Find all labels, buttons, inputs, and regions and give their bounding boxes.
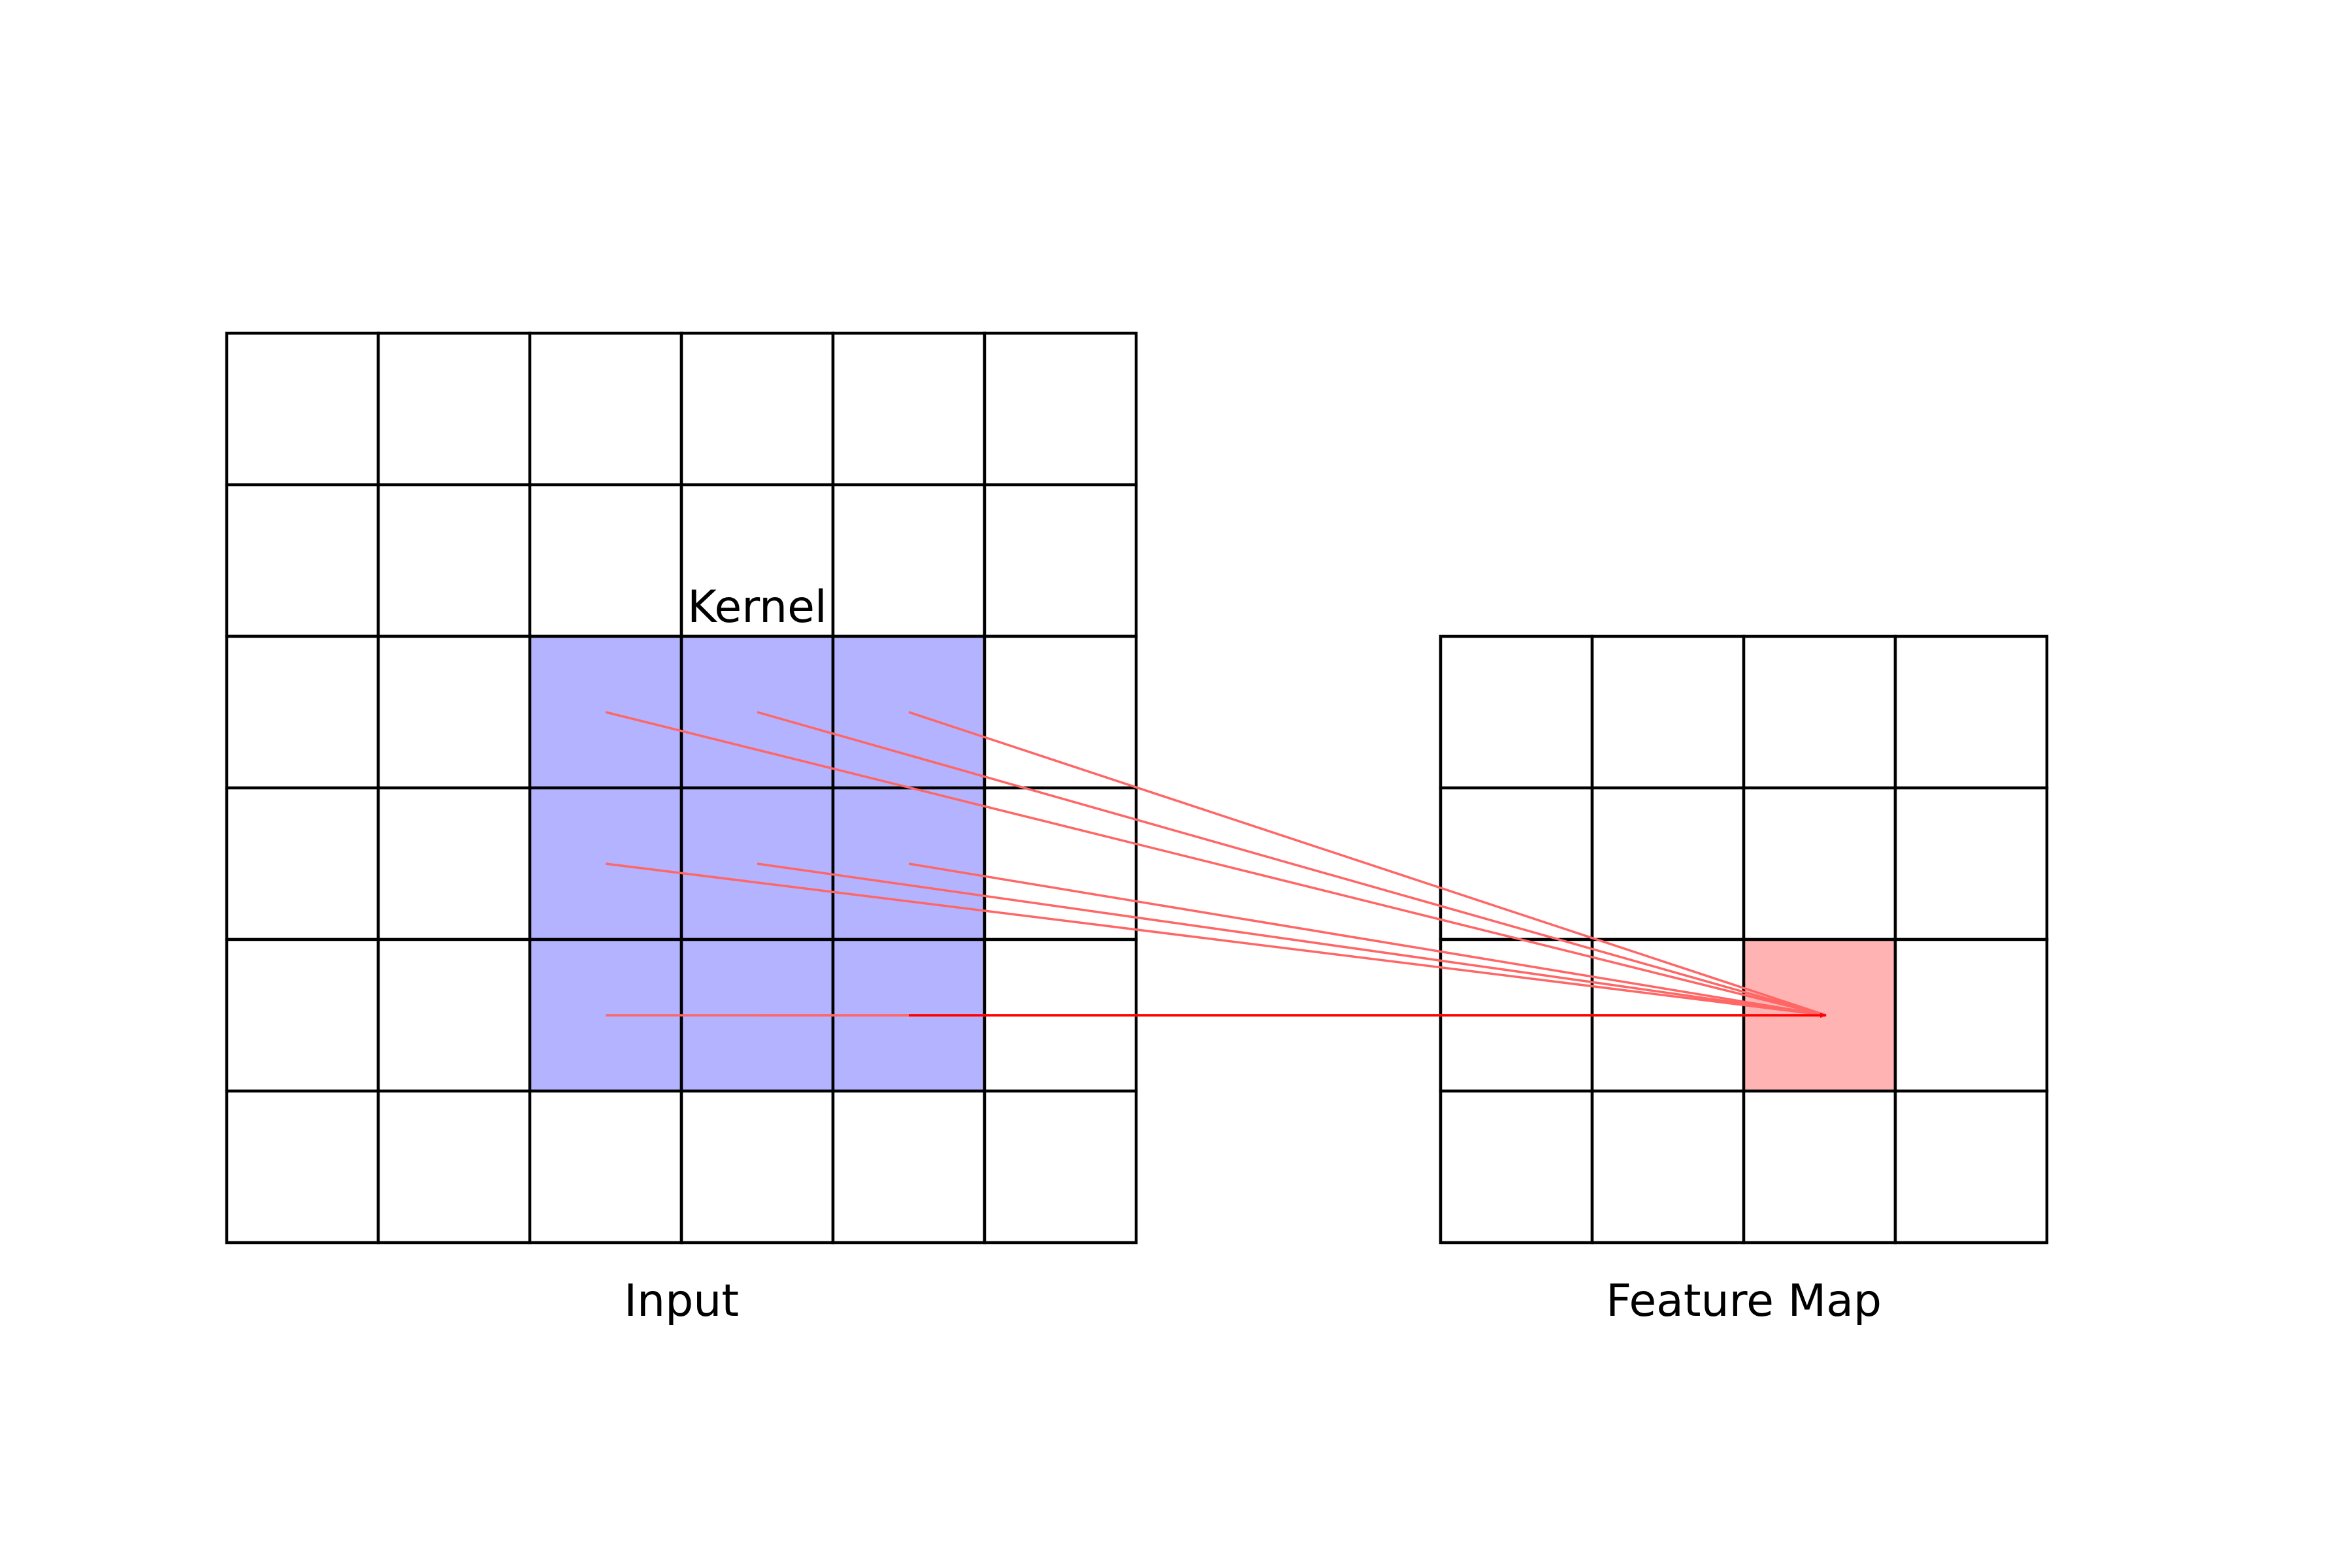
input-cell [679, 1089, 835, 1245]
feature-map-cell [1893, 938, 2049, 1093]
input-cell [528, 1089, 683, 1245]
input-cell [376, 786, 532, 941]
connection-line [908, 862, 1827, 1017]
input-cell [225, 634, 380, 790]
kernel-label: Kernel [687, 581, 827, 633]
feature-map-cell [1742, 634, 1897, 790]
input-cell [983, 786, 1138, 941]
input-cell [225, 483, 380, 638]
feature-map-cell [1590, 1089, 1746, 1245]
input-cell [679, 483, 835, 638]
feature-map-cell [1439, 786, 1594, 941]
input-cell [376, 634, 532, 790]
input-cell [225, 786, 380, 941]
feature-map-cell [1893, 634, 2049, 790]
input-cell [831, 1089, 987, 1245]
input-label: Input [624, 1275, 739, 1327]
connection-line [908, 711, 1827, 1017]
feature-map-grid [1439, 634, 2049, 1245]
input-cell [376, 1089, 532, 1245]
input-cell [679, 331, 835, 487]
connection-line [757, 862, 1827, 1017]
feature-map-cell [1742, 1089, 1897, 1245]
connection-line [605, 711, 1827, 1017]
feature-map-cell [1439, 1089, 1594, 1245]
input-cell [225, 938, 380, 1093]
input-cell [225, 1089, 380, 1245]
input-cell [831, 331, 987, 487]
input-cell [983, 483, 1138, 638]
feature-map-cell [1439, 634, 1594, 790]
feature-map-cell [1893, 786, 2049, 941]
input-cell [983, 331, 1138, 487]
input-cell [376, 331, 532, 487]
feature-map-cell [1742, 786, 1897, 941]
input-cell [376, 938, 532, 1093]
input-cell [983, 634, 1138, 790]
feature-map-cell [1590, 786, 1746, 941]
input-cell [831, 483, 987, 638]
input-grid [225, 331, 1138, 1245]
input-cell [528, 331, 683, 487]
input-cell [528, 483, 683, 638]
input-cell [376, 483, 532, 638]
feature-map-cell [1893, 1089, 2049, 1245]
input-cell [225, 331, 380, 487]
feature-map-label: Feature Map [1606, 1275, 1882, 1327]
kernel-connections [605, 711, 1827, 1018]
input-cell [983, 1089, 1138, 1245]
feature-map-cell [1590, 634, 1746, 790]
connection-line [757, 711, 1827, 1017]
connection-line [605, 862, 1827, 1017]
